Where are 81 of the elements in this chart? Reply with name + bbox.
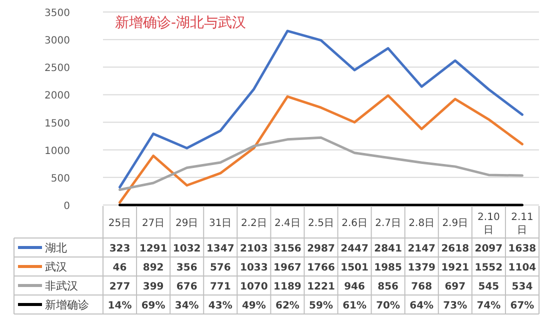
data-label: 1766 [307, 262, 335, 274]
data-label: 14% [108, 300, 132, 312]
data-label: 1552 [474, 262, 503, 274]
data-label: 399 [142, 282, 164, 292]
legend-label: 新增确诊 [45, 298, 89, 312]
data-label: 2447 [340, 244, 368, 254]
data-label: 1379 [408, 262, 436, 274]
x-tick-label: 2.8日 [408, 218, 435, 229]
data-label: 70% [376, 300, 400, 312]
data-label: 49% [242, 300, 266, 312]
data-label: 1921 [441, 262, 470, 274]
data-label: 534 [512, 282, 533, 292]
y-tick-label: 0 [64, 201, 70, 212]
data-label: 277 [109, 282, 130, 292]
data-label: 697 [444, 282, 466, 292]
y-tick-label: 3000 [44, 36, 70, 47]
y-tick-label: 1500 [44, 118, 70, 130]
data-label: 1291 [139, 244, 168, 254]
data-label: 1985 [374, 262, 402, 274]
data-label: 576 [210, 262, 231, 274]
data-label: 1104 [508, 262, 536, 274]
data-label: 323 [109, 244, 130, 254]
data-label: 64% [410, 300, 434, 312]
data-label: 34% [174, 300, 199, 312]
legend-label: 非武汉 [45, 280, 78, 292]
legend-label: 湖北 [45, 242, 67, 254]
data-label: 46 [112, 262, 127, 274]
data-label: 946 [344, 282, 366, 292]
data-label: 74% [476, 300, 501, 312]
y-tick-label: 500 [50, 173, 70, 184]
legend-label: 武汉 [45, 260, 67, 274]
x-tick-label: 27日 [142, 218, 165, 229]
data-label: 67% [510, 300, 534, 312]
data-label: 1070 [240, 282, 268, 292]
x-tick-label: 2.4日 [274, 218, 300, 229]
x-tick-label: 25日 [108, 218, 132, 229]
data-label: 62% [275, 300, 300, 312]
data-label: 2987 [307, 244, 335, 254]
line-series [118, 30, 524, 188]
data-label: 768 [411, 282, 432, 292]
x-tick-label: 2.5日 [308, 218, 334, 229]
data-label: 73% [443, 300, 468, 312]
data-label: 856 [378, 282, 399, 292]
data-label: 43% [208, 300, 232, 312]
x-tick-label: 2.7日 [375, 218, 402, 229]
y-tick-label: 2000 [44, 90, 70, 102]
x-tick-label: 29日 [175, 218, 198, 229]
data-label: 1033 [240, 262, 268, 274]
data-label: 1967 [274, 262, 302, 274]
line-series [118, 136, 524, 191]
x-tick-label: 2.2日 [240, 218, 267, 229]
data-label: 69% [141, 300, 166, 312]
data-label: 545 [478, 282, 500, 292]
data-label: 59% [309, 300, 333, 312]
data-label: 3156 [274, 244, 302, 254]
data-label: 1347 [206, 244, 234, 254]
data-label: 1032 [172, 244, 201, 254]
data-label: 892 [142, 262, 164, 274]
x-tick-label: 2.9日 [442, 218, 468, 229]
y-tick-label: 1000 [44, 146, 70, 157]
data-label: 2103 [240, 244, 268, 254]
data-label: 676 [176, 282, 198, 292]
data-label: 356 [176, 262, 198, 274]
x-tick-label: 2.11日 [511, 212, 534, 236]
line-series [118, 94, 524, 204]
data-label: 61% [342, 300, 367, 312]
x-tick-label: 31日 [209, 218, 232, 229]
y-tick-label: 2500 [44, 63, 70, 74]
x-tick-label: 2.10日 [478, 212, 500, 236]
data-label: 2841 [374, 244, 402, 254]
data-label: 1221 [307, 282, 335, 292]
y-tick-label: 3500 [44, 8, 70, 19]
data-label: 2618 [441, 244, 470, 254]
data-label: 1189 [274, 282, 302, 292]
x-tick-label: 2.6日 [342, 218, 368, 229]
chart-title: 新增确诊-湖北与武汉 [115, 15, 246, 31]
data-label: 771 [210, 282, 231, 292]
data-label: 2097 [474, 244, 503, 254]
data-label: 2147 [408, 244, 436, 254]
data-label: 1638 [508, 244, 536, 254]
data-label: 1501 [340, 262, 368, 274]
